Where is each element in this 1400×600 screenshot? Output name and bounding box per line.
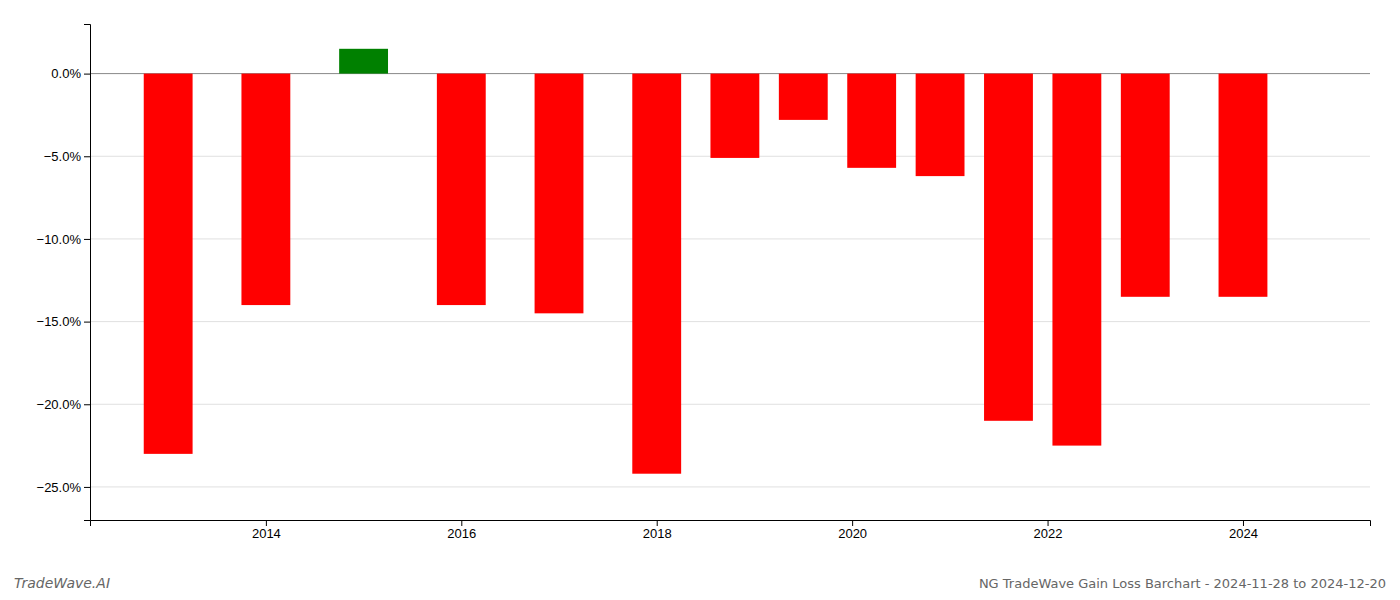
y-tick-label: −15.0%	[37, 314, 82, 329]
title: NG TradeWave Gain Loss Barchart - 2024-1…	[979, 576, 1386, 591]
x-tick-mark	[266, 520, 267, 526]
bar	[632, 74, 681, 474]
y-tick-label: −25.0%	[37, 480, 82, 495]
bar	[241, 74, 290, 305]
x-axis: 2014 2016 2018 2020 2022 2024	[91, 520, 1371, 541]
y-axis: 0.0% −5.0% −10.0% −15.0% −20.0% −25.0%	[37, 25, 91, 521]
bar	[710, 74, 759, 158]
x-tick: 2024	[1229, 520, 1258, 541]
x-tick-mark	[852, 520, 853, 526]
x-tick-mark	[461, 520, 462, 526]
y-tick: −20.0%	[37, 397, 90, 412]
bar	[847, 74, 896, 168]
chart: 0.0%−5.0%−10.0%−15.0%−20.0%−25.0%2014201…	[0, 0, 1400, 600]
bar	[339, 49, 388, 74]
x-tick: 2014	[252, 520, 281, 541]
bar	[535, 74, 584, 314]
y-tick-label: −10.0%	[37, 232, 82, 247]
y-tick-mark	[84, 404, 90, 405]
x-tick-mark	[657, 520, 658, 526]
bar	[1052, 74, 1101, 446]
y-axis-line	[84, 25, 91, 521]
x-tick: 2022	[1034, 520, 1063, 541]
grid-line	[90, 321, 1370, 322]
x-tick: 2016	[447, 520, 476, 541]
y-tick: −25.0%	[37, 480, 90, 495]
y-tick-label: −5.0%	[44, 149, 82, 164]
x-tick-mark	[1243, 520, 1244, 526]
annotation: TradeWave.AI	[14, 575, 110, 591]
y-tick: −15.0%	[37, 314, 90, 329]
y-tick: −10.0%	[37, 232, 90, 247]
y-tick: 0.0%	[51, 66, 90, 81]
y-tick-label: 0.0%	[51, 66, 81, 81]
y-tick-mark	[84, 156, 90, 157]
x-tick-label: 2018	[643, 526, 672, 541]
x-tick-label: 2020	[838, 526, 867, 541]
x-tick: 2020	[838, 520, 867, 541]
y-tick-mark	[84, 74, 90, 75]
bar	[984, 74, 1033, 421]
x-tick-label: 2022	[1034, 526, 1063, 541]
bar	[144, 74, 193, 454]
bar	[1121, 74, 1170, 297]
x-tick-label: 2016	[447, 526, 476, 541]
bar	[779, 74, 828, 120]
bars	[144, 49, 1268, 474]
grid	[90, 74, 1370, 487]
x-tick-label: 2024	[1229, 526, 1258, 541]
x-axis-line	[91, 521, 1371, 527]
y-tick-mark	[84, 239, 90, 240]
bar	[1219, 74, 1268, 297]
y-tick-label: −20.0%	[37, 397, 82, 412]
x-tick-mark	[1048, 520, 1049, 526]
y-tick: −5.0%	[44, 149, 90, 164]
y-tick-mark	[84, 487, 90, 488]
grid-line	[90, 486, 1370, 487]
plot: 0.0%−5.0%−10.0%−15.0%−20.0%−25.0%2014201…	[37, 25, 1371, 542]
y-tick-mark	[84, 322, 90, 323]
x-tick: 2018	[643, 520, 672, 541]
bar	[916, 74, 965, 177]
grid-line	[90, 404, 1370, 405]
bar	[437, 74, 486, 305]
x-tick-label: 2014	[252, 526, 281, 541]
